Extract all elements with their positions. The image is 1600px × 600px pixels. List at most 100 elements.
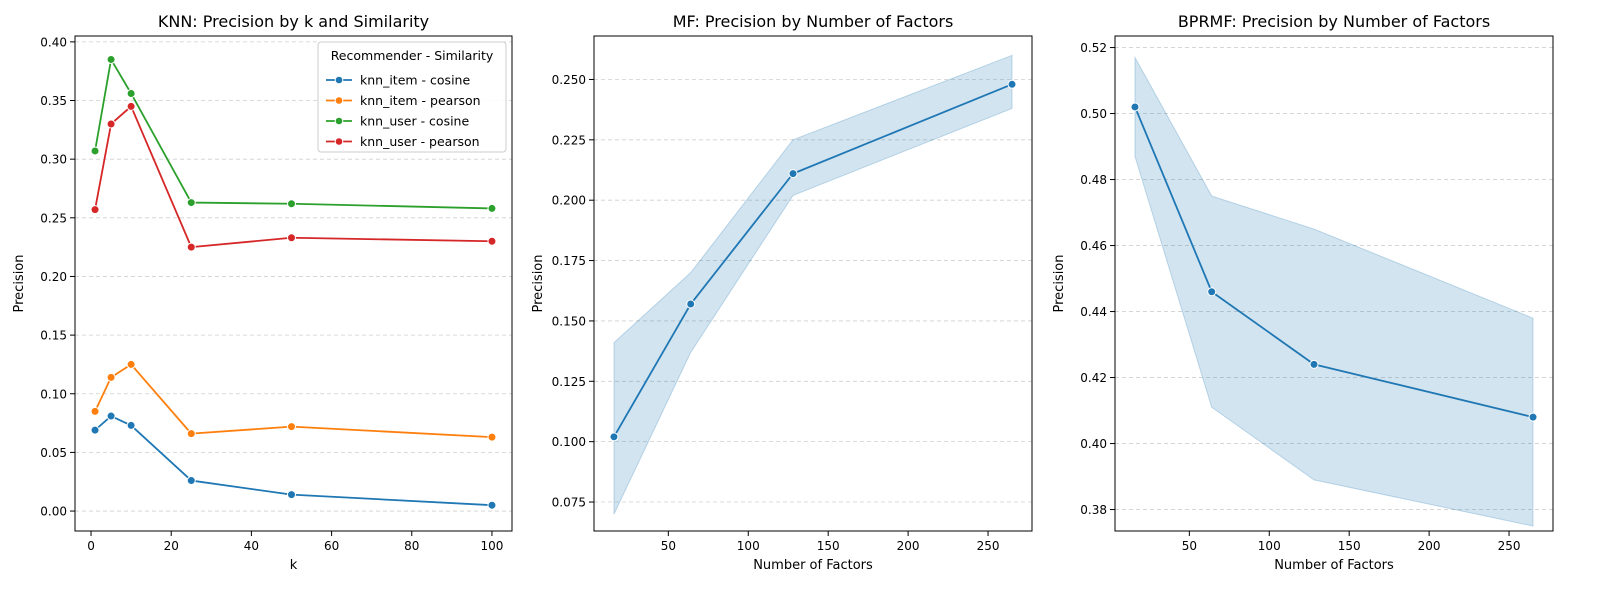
y-tick-label: 0.40: [40, 35, 67, 49]
x-tick-label: 150: [817, 539, 840, 553]
data-point: [286, 490, 296, 500]
x-axis-label: Number of Factors: [753, 558, 873, 573]
x-tick-label: 0: [87, 539, 95, 553]
y-tick-label: 0.200: [552, 194, 586, 208]
data-point: [487, 203, 497, 213]
data-point: [90, 406, 100, 416]
y-tick-label: 0.175: [552, 254, 586, 268]
x-tick-label: 50: [661, 539, 676, 553]
data-point: [126, 88, 136, 98]
y-tick-label: 0.125: [552, 375, 586, 389]
legend-label: knn_user - cosine: [360, 114, 469, 129]
y-axis-label: Precision: [1052, 254, 1067, 312]
bprmf-precision-chart: 50 100 150 200 250 0.38 0.40 0.42 0.44 0.46 0.48 0.…: [1052, 12, 1554, 573]
series-line: [94, 58, 492, 210]
y-tick-label: 0.35: [40, 94, 67, 108]
data-point: [1309, 359, 1319, 369]
data-point: [106, 119, 116, 129]
x-tick-label: 150: [1338, 539, 1361, 553]
y-tick-label: 0.00: [40, 505, 67, 519]
legend-item: knn_user - cosine: [326, 114, 469, 129]
data-point: [788, 169, 798, 179]
legend-item: knn_item - cosine: [326, 73, 470, 88]
y-tick-label: 0.225: [552, 133, 586, 147]
y-tick-label: 0.40: [1080, 437, 1107, 451]
axes-frame: [1114, 35, 1554, 532]
data-point: [106, 411, 116, 421]
data-point: [186, 476, 196, 486]
x-tick-label: 200: [1418, 539, 1441, 553]
x-axis-label: k: [290, 558, 298, 573]
data-point: [106, 54, 116, 64]
data-point: [90, 425, 100, 435]
y-tick-label: 0.46: [1080, 239, 1107, 253]
y-tick-label: 0.38: [1080, 503, 1107, 517]
x-tick-label: 100: [481, 539, 504, 553]
data-point: [126, 420, 136, 430]
data-point: [186, 429, 196, 439]
data-point: [1130, 102, 1140, 112]
data-point: [106, 372, 116, 382]
x-tick-label: 100: [1258, 539, 1281, 553]
x-tick-label: 80: [404, 539, 419, 553]
data-point: [90, 146, 100, 156]
x-tick-label: 100: [737, 539, 760, 553]
y-tick-label: 0.42: [1080, 371, 1107, 385]
chart-title: KNN: Precision by k and Similarity: [158, 12, 429, 31]
legend-label: knn_item - pearson: [360, 93, 481, 108]
x-tick-label: 250: [1498, 539, 1521, 553]
y-tick-label: 0.05: [40, 446, 67, 460]
legend-swatch-marker: [334, 96, 344, 105]
data-point: [286, 233, 296, 243]
chart-title: BPRMF: Precision by Number of Factors: [1178, 12, 1490, 31]
knn-precision-chart: 0 20 40 60 80 100 0.00 0.05 0.10 0.15 0.20 0.25 0.30…: [12, 12, 513, 573]
series-line: [94, 105, 492, 249]
y-tick-label: 0.48: [1080, 173, 1107, 187]
x-tick-label: 50: [1182, 539, 1197, 553]
y-tick-label: 0.075: [552, 496, 586, 510]
y-tick-label: 0.50: [1080, 107, 1107, 121]
legend-label: knn_item - cosine: [360, 73, 470, 88]
y-tick-label: 0.44: [1080, 305, 1107, 319]
data-point: [186, 198, 196, 208]
y-tick-label: 0.20: [40, 270, 67, 284]
x-tick-label: 60: [324, 539, 339, 553]
legend: Recommender - Similarity knn_item - cosin…: [317, 41, 507, 153]
legend-swatch-marker: [334, 137, 344, 146]
mf-precision-chart: 50 100 150 200 250 0.075 0.100 0.125 0.150 0.175 0…: [531, 12, 1033, 573]
data-point: [126, 101, 136, 111]
y-axis-label: Precision: [12, 254, 27, 312]
data-point: [186, 242, 196, 252]
y-tick-label: 0.250: [552, 73, 586, 87]
data-point: [286, 199, 296, 209]
axes-frame: [593, 35, 1033, 532]
legend-label: knn_user - pearson: [360, 134, 480, 149]
y-tick-label: 0.25: [40, 211, 67, 225]
x-tick-label: 20: [164, 539, 179, 553]
legend-box: [317, 41, 507, 153]
y-axis-label: Precision: [531, 254, 546, 312]
legend-swatch-marker: [334, 116, 344, 126]
data-point: [487, 432, 497, 442]
chart-title: MF: Precision by Number of Factors: [673, 12, 954, 31]
confidence-band: [1134, 55, 1534, 527]
y-tick-label: 0.52: [1080, 41, 1107, 55]
series-line: [1134, 106, 1534, 419]
data-point: [487, 236, 497, 246]
y-tick-label: 0.15: [40, 329, 67, 343]
legend-title: Recommender - Similarity: [331, 48, 494, 63]
y-tick-label: 0.30: [40, 153, 67, 167]
data-point: [286, 422, 296, 432]
x-axis-label: Number of Factors: [1274, 558, 1394, 573]
y-tick-label: 0.150: [552, 314, 586, 328]
data-point: [487, 500, 497, 510]
y-tick-label: 0.100: [552, 435, 586, 449]
confidence-band: [613, 54, 1013, 515]
x-tick-label: 40: [244, 539, 259, 553]
data-point: [1528, 412, 1538, 422]
data-point: [1207, 287, 1217, 297]
data-point: [90, 205, 100, 215]
data-point: [609, 432, 619, 442]
legend-item: knn_user - pearson: [326, 134, 480, 149]
